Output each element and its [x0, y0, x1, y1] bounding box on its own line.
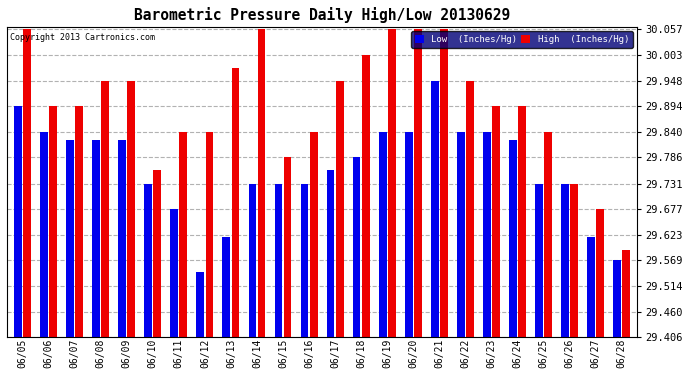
Bar	[587, 237, 595, 337]
Bar	[388, 29, 395, 337]
Bar	[170, 209, 178, 337]
Bar	[179, 132, 187, 337]
Bar	[405, 132, 413, 337]
Bar	[414, 29, 422, 337]
Bar	[466, 81, 474, 337]
Bar	[440, 29, 448, 337]
Bar	[570, 183, 578, 337]
Bar	[336, 81, 344, 337]
Bar	[92, 141, 100, 337]
Bar	[284, 158, 291, 337]
Bar	[66, 141, 74, 337]
Bar	[222, 237, 230, 337]
Bar	[509, 141, 517, 337]
Bar	[40, 132, 48, 337]
Bar	[232, 68, 239, 337]
Bar	[144, 183, 152, 337]
Bar	[362, 55, 370, 337]
Bar	[248, 183, 256, 337]
Bar	[535, 183, 543, 337]
Bar	[118, 141, 126, 337]
Bar	[379, 132, 386, 337]
Bar	[128, 81, 135, 337]
Bar	[101, 81, 109, 337]
Bar	[75, 106, 83, 337]
Bar	[301, 183, 308, 337]
Bar	[326, 170, 335, 337]
Bar	[275, 183, 282, 337]
Bar	[49, 106, 57, 337]
Title: Barometric Pressure Daily High/Low 20130629: Barometric Pressure Daily High/Low 20130…	[134, 7, 510, 23]
Bar	[561, 183, 569, 337]
Bar	[257, 29, 266, 337]
Bar	[544, 132, 552, 337]
Bar	[613, 260, 621, 337]
Bar	[353, 158, 360, 337]
Bar	[457, 132, 464, 337]
Bar	[596, 209, 604, 337]
Text: Copyright 2013 Cartronics.com: Copyright 2013 Cartronics.com	[10, 33, 155, 42]
Bar	[492, 106, 500, 337]
Bar	[14, 106, 22, 337]
Bar	[483, 132, 491, 337]
Bar	[206, 132, 213, 337]
Bar	[153, 170, 161, 337]
Bar	[431, 81, 439, 337]
Bar	[622, 250, 630, 337]
Bar	[310, 132, 317, 337]
Bar	[23, 29, 31, 337]
Bar	[197, 273, 204, 337]
Bar	[518, 106, 526, 337]
Legend: Low  (Inches/Hg), High  (Inches/Hg): Low (Inches/Hg), High (Inches/Hg)	[411, 32, 633, 48]
